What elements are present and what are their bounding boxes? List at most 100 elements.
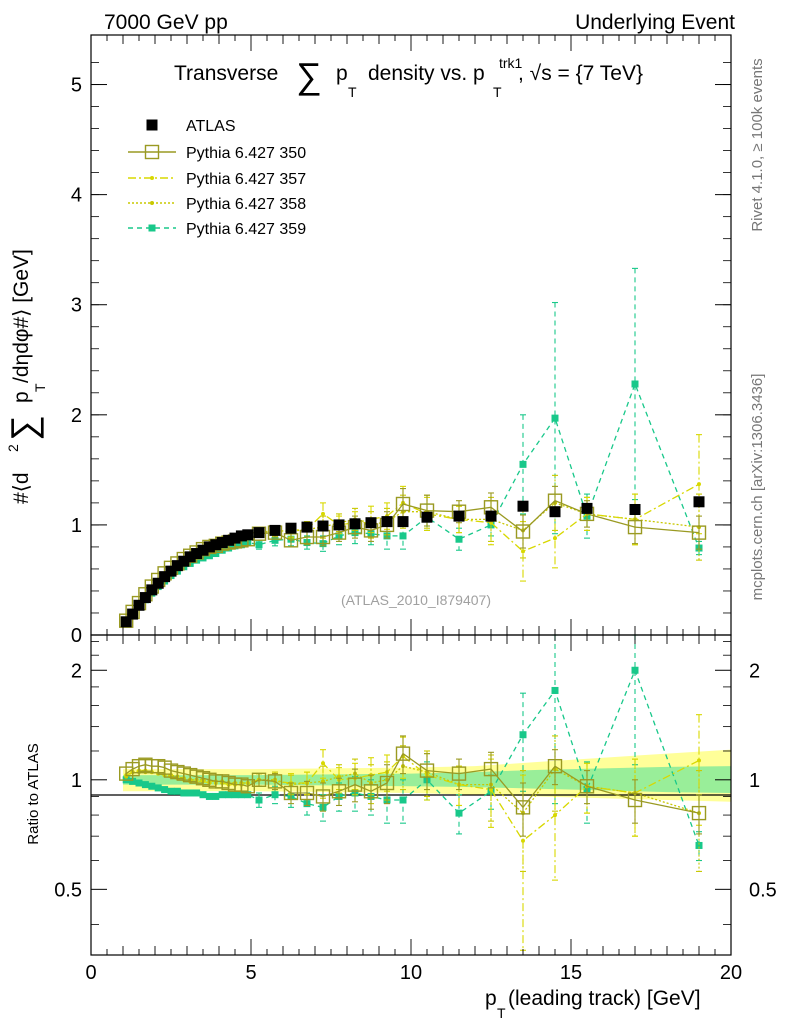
data-point	[521, 838, 525, 843]
ylabel-sq: 2	[5, 444, 21, 452]
data-point	[242, 529, 254, 541]
data-point	[399, 796, 407, 804]
data-point	[171, 560, 183, 572]
data-point	[197, 544, 209, 556]
data-point	[154, 784, 162, 792]
ratio-y-tick-label: 1	[71, 770, 82, 792]
data-point	[269, 524, 281, 536]
data-point	[180, 789, 188, 797]
data-point	[317, 520, 329, 532]
data-point	[135, 779, 143, 787]
data-point	[331, 784, 347, 799]
ratio-y-tick-label-right: 2	[749, 660, 760, 682]
legend-entry-atlas: ATLAS	[146, 118, 236, 135]
title-part-a: Transverse	[174, 62, 278, 85]
data-point	[191, 548, 203, 560]
data-point	[455, 809, 463, 817]
data-point	[283, 533, 299, 548]
data-point	[218, 791, 226, 799]
data-point	[253, 527, 265, 539]
ylabel-t-sub: T	[32, 383, 48, 392]
legend-label: Pythia 6.427 359	[186, 221, 306, 238]
data-point	[321, 779, 325, 784]
legend-entry-p350: Pythia 6.427 350	[128, 144, 306, 162]
data-point	[485, 510, 497, 522]
title-p: p	[336, 62, 348, 85]
series-p359	[122, 267, 703, 626]
data-point	[321, 511, 325, 516]
data-point	[517, 500, 529, 512]
data-point	[455, 535, 463, 543]
data-point	[395, 746, 411, 761]
y-tick-label: 3	[71, 295, 82, 317]
data-point	[301, 521, 313, 533]
legend-entry-p358: Pythia 6.427 358	[128, 196, 306, 213]
data-point	[186, 789, 194, 797]
data-point	[244, 791, 252, 799]
data-point	[271, 536, 279, 544]
data-point	[399, 532, 407, 540]
ratio-y-tick-label: 0.5	[54, 879, 82, 901]
ratio-ticks: 0.5 0.51 12 20 5 10 15 20	[54, 635, 777, 984]
data-point	[203, 541, 215, 553]
series-p350	[118, 735, 707, 837]
data-point	[193, 789, 201, 797]
data-point	[489, 787, 493, 792]
y-tick-label: 4	[71, 185, 82, 207]
data-point	[581, 502, 593, 514]
rivet-label: Rivet 4.1.0, ≥ 100k events	[749, 58, 766, 231]
legend-marker	[150, 176, 154, 180]
data-point	[695, 841, 703, 849]
data-point	[255, 541, 263, 549]
y-tick-label: 2	[71, 405, 82, 427]
data-point	[347, 777, 363, 792]
data-point	[159, 571, 171, 583]
xlabel-t-sub: T	[497, 1005, 506, 1021]
data-point	[148, 782, 156, 790]
data-point	[199, 791, 207, 799]
data-point	[127, 608, 139, 620]
legend-marker	[150, 201, 154, 205]
legend: ATLAS Pythia 6.427 350 Pythia 6.427 357 Pyt…	[128, 118, 306, 238]
ylabel-pre: #⟨d	[10, 472, 33, 504]
ylabel-post: /dηdφ#⟩ [GeV]	[10, 249, 33, 383]
ratio-panel: 0.5 0.51 12 20 5 10 15 20 Ratio to ATLAS p T (l…	[25, 634, 777, 1021]
data-point	[271, 791, 279, 799]
data-point	[629, 503, 641, 515]
title-tail: , √s = {7 TeV}	[518, 62, 643, 85]
data-point	[283, 785, 299, 801]
legend-label: ATLAS	[186, 118, 236, 135]
series-atlas	[120, 496, 705, 628]
title-t2-sub: T	[493, 84, 502, 100]
ratio-y-tick-label-right: 0.5	[749, 879, 777, 901]
header-left-label: 7000 GeV pp	[104, 11, 228, 34]
title-density: density vs. p	[368, 62, 485, 85]
x-tick-label: 20	[720, 962, 742, 984]
title-sum-symbol: ∑	[296, 55, 322, 96]
data-point	[235, 530, 247, 542]
data-point	[691, 525, 707, 540]
main-series-layer	[118, 267, 707, 628]
data-point	[397, 516, 409, 528]
data-point	[515, 524, 531, 539]
data-point	[255, 796, 263, 804]
data-point	[551, 686, 559, 694]
ratio-ylabel: Ratio to ATLAS	[25, 743, 42, 844]
legend-entry-p359: Pythia 6.427 359	[128, 221, 306, 238]
x-tick-label: 5	[245, 962, 256, 984]
data-point	[381, 516, 393, 528]
data-point	[519, 731, 527, 739]
main-ticks: 0 1 2 3 4 5	[71, 35, 732, 647]
legend-label: Pythia 6.427 357	[186, 171, 306, 188]
series-p357	[124, 714, 702, 951]
legend-label: Pythia 6.427 350	[186, 145, 306, 162]
series-line-p350	[125, 752, 700, 814]
data-point	[553, 536, 557, 541]
data-point	[365, 517, 377, 529]
x-tick-label: 10	[400, 962, 422, 984]
main-title: Transverse ∑ p T density vs. p trk1 T , …	[174, 55, 643, 100]
data-point	[363, 784, 379, 799]
data-point	[551, 414, 559, 422]
data-point	[129, 777, 137, 785]
main-panel: 0 1 2 3 4 5 Transverse ∑ p T density vs. p tr…	[3, 34, 732, 647]
